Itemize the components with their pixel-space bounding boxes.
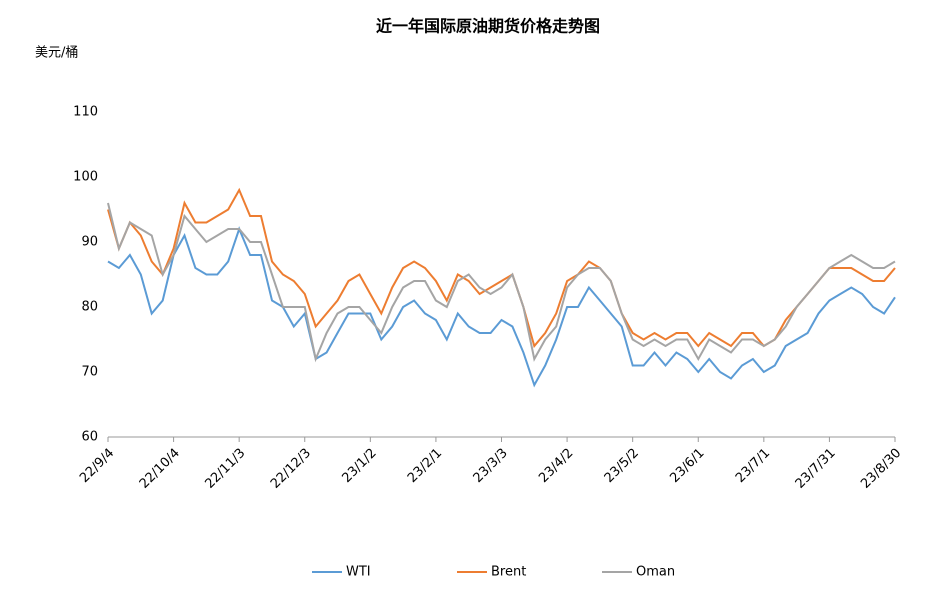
y-tick-label: 90 [81,235,98,250]
chart-title: 近一年国际原油期货价格走势图 [376,17,600,36]
legend-label: WTI [346,565,371,580]
y-tick-label: 70 [81,365,98,380]
y-tick-label: 100 [73,170,98,185]
y-tick-label: 80 [81,300,98,315]
legend-label: Oman [636,565,675,580]
legend-label: Brent [491,565,526,580]
series-line [107,202,896,363]
y-axis-label: 美元/桶 [35,46,78,61]
y-tick-label: 60 [81,430,98,445]
y-tick-label: 110 [73,105,98,120]
